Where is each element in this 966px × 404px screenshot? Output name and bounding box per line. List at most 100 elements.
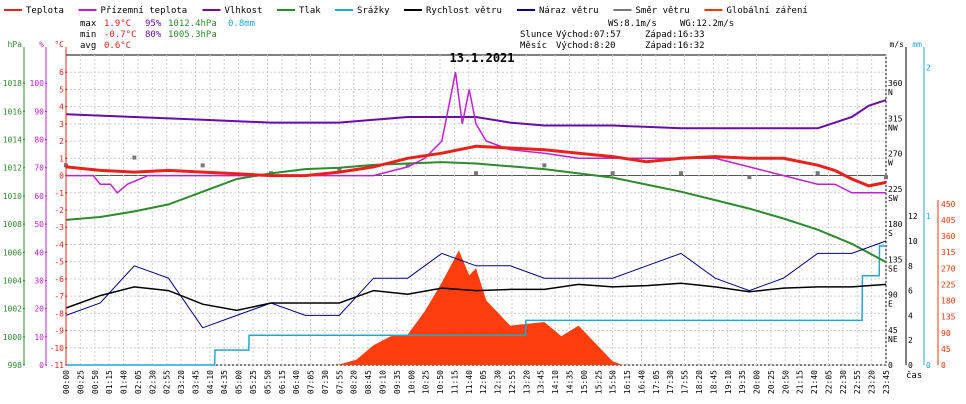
series-wind-speed	[65, 282, 887, 312]
legend: Teplota Přízemní teplota Vlhkost Tlak Srážky…	[4, 6, 808, 16]
x-tick-label: 17:55	[681, 370, 690, 394]
info-wg: WG:12.2m/s	[680, 19, 734, 29]
series-wind-gust	[65, 240, 887, 329]
legend-entry: Vlhkost	[225, 6, 263, 16]
stats-avg-temp: 0.6°C	[104, 41, 131, 51]
radiation-tick: 450	[941, 200, 956, 209]
pressure-unit: hPa	[8, 40, 23, 49]
x-tick-label: 14:35	[566, 370, 575, 394]
pressure-tick: 1014	[3, 136, 22, 145]
pressure-tick: 1008	[3, 220, 22, 229]
axes-layer: 00:00 00:25 00:50 01:15 01:40 02:05 02:30 02:55…	[3, 40, 956, 394]
stats-min-label: min	[80, 30, 96, 40]
stats-min-hum: 80%	[145, 30, 162, 40]
radiation-tick: 315	[941, 248, 956, 257]
windspeed-tick: 0	[908, 361, 913, 370]
pressure-tick: 1016	[3, 107, 22, 116]
winddir-tick: 180	[888, 220, 903, 229]
series-pressure	[65, 161, 887, 263]
temperature-tick: 1	[59, 154, 64, 163]
x-tick-label: 21:40	[810, 370, 819, 394]
x-tick-label: 09:35	[393, 370, 402, 394]
windspeed-unit: m/s	[890, 40, 905, 49]
legend-entry: Náraz větru	[539, 6, 599, 16]
stats-max-label: max	[80, 19, 97, 29]
x-tick-label: 03:45	[191, 370, 200, 394]
stats-max-rain: 0.8mm	[228, 19, 255, 29]
x-tick-label: 23:45	[882, 370, 891, 394]
radiation-tick: 360	[941, 232, 956, 241]
x-tick-label: 02:30	[148, 370, 157, 394]
radiation-tick: 405	[941, 216, 956, 225]
temperature-tick: 0	[59, 172, 64, 181]
x-tick-label: 14:10	[551, 370, 560, 394]
x-tick-label: 22:30	[839, 370, 848, 394]
humidity-tick: 100	[30, 79, 45, 88]
winddir-tick: 225	[888, 185, 903, 194]
winddir-label: W	[888, 159, 893, 168]
x-tick-label: 08:20	[350, 370, 359, 394]
x-tick-label: 05:50	[263, 370, 272, 394]
pressure-tick: 1004	[3, 276, 22, 285]
humidity-unit: %	[39, 40, 44, 49]
stats-block: max 1.9°C 95% 1012.4hPa 0.8mm min -0.7°C…	[80, 19, 255, 51]
series-humidity	[65, 99, 887, 130]
winddir-tick: 45	[888, 326, 898, 335]
winddir-label: SW	[888, 194, 898, 203]
x-tick-label: 12:30	[494, 370, 503, 394]
x-tick-label: 11:40	[465, 370, 474, 394]
winddir-label: NW	[888, 123, 898, 132]
x-tick-label: 01:40	[120, 370, 129, 394]
x-tick-label: 10:50	[436, 370, 445, 394]
windspeed-tick: 10	[908, 237, 918, 246]
x-tick-label: 15:25	[594, 370, 603, 394]
x-tick-label: 01:15	[105, 370, 114, 394]
x-tick-label: 13:20	[522, 370, 531, 394]
temperature-tick: 5	[59, 85, 64, 94]
info-moon-rise: Východ:8:20	[556, 41, 616, 51]
x-tick-label: 12:05	[479, 370, 488, 394]
radiation-tick: 270	[941, 264, 956, 273]
temperature-tick: -3	[54, 223, 64, 232]
info-ws: WS:8.1m/s	[608, 19, 657, 29]
stats-min-press: 1005.3hPa	[168, 30, 217, 40]
winddir-tick: 315	[888, 114, 903, 123]
radiation-tick: 135	[941, 313, 956, 322]
x-tick-label: 17:05	[652, 370, 661, 394]
humidity-tick: 70	[34, 164, 44, 173]
x-tick-label: 19:10	[724, 370, 733, 394]
info-moon-set: Západ:16:32	[645, 41, 705, 51]
temperature-tick: -8	[54, 309, 64, 318]
pressure-tick: 1002	[3, 305, 22, 314]
series-global-radiation	[337, 250, 623, 365]
x-tick-label: 05:00	[235, 370, 244, 394]
temperature-tick: -6	[54, 275, 64, 284]
temperature-tick: -9	[54, 327, 64, 336]
temperature-tick: -1	[54, 189, 64, 198]
temperature-tick: -7	[54, 292, 64, 301]
series-wind-direction-point	[405, 163, 410, 168]
winddir-tick: 135	[888, 255, 903, 264]
winddir-label: E	[888, 300, 893, 309]
x-tick-label: 18:45	[709, 370, 718, 394]
temperature-tick: 6	[59, 68, 64, 77]
series-wind-direction-point	[747, 175, 752, 180]
winddir-label: NE	[888, 335, 898, 344]
x-tick-label: 02:55	[163, 370, 172, 394]
windspeed-tick: 12	[908, 212, 918, 221]
temperature-tick: -4	[54, 240, 64, 249]
stats-avg-label: avg	[80, 41, 96, 51]
x-tick-label: 09:10	[378, 370, 387, 394]
series-wind-direction-point	[815, 171, 820, 176]
pressure-tick: 1006	[3, 248, 22, 257]
info-sun-set: Západ:16:33	[645, 30, 705, 40]
legend-entry: Teplota	[26, 6, 64, 16]
humidity-tick: 50	[34, 220, 44, 229]
windspeed-tick: 4	[908, 311, 913, 320]
x-tick-label: 19:35	[738, 370, 747, 394]
humidity-tick: 20	[34, 305, 44, 314]
radiation-tick: 180	[941, 297, 956, 306]
x-tick-label: 23:20	[868, 370, 877, 394]
rain-tick: 0	[926, 361, 931, 370]
